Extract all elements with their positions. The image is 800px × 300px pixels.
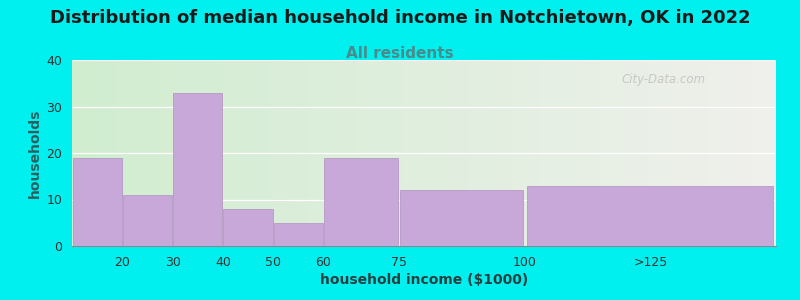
Bar bbox=[223, 209, 273, 246]
Text: City-Data.com: City-Data.com bbox=[621, 73, 706, 86]
Bar bbox=[122, 195, 172, 246]
Bar bbox=[527, 185, 774, 246]
Bar bbox=[400, 190, 523, 246]
Bar bbox=[173, 92, 222, 246]
Bar bbox=[73, 158, 122, 246]
X-axis label: household income ($1000): household income ($1000) bbox=[320, 273, 528, 287]
Bar bbox=[274, 223, 323, 246]
Bar bbox=[324, 158, 398, 246]
Text: All residents: All residents bbox=[346, 46, 454, 62]
Y-axis label: households: households bbox=[28, 108, 42, 198]
Text: Distribution of median household income in Notchietown, OK in 2022: Distribution of median household income … bbox=[50, 9, 750, 27]
